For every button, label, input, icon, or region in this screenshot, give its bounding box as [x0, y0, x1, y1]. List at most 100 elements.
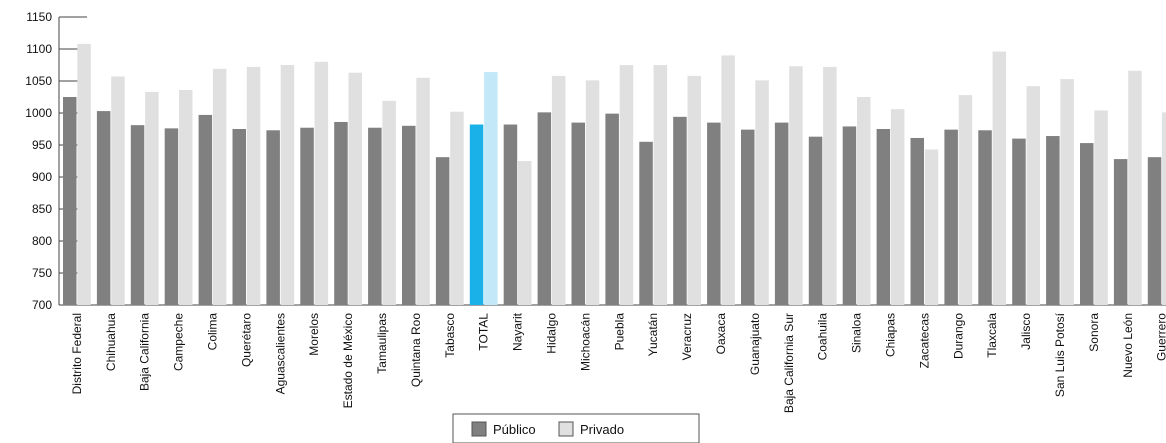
bar-privado [280, 65, 295, 305]
bar-privado [111, 76, 125, 306]
bar-privado [721, 55, 735, 306]
bar-publico [1147, 157, 1162, 305]
bar-privado [382, 100, 396, 305]
bar-privado [857, 97, 871, 305]
bar-privado [484, 72, 498, 305]
x-tick-label: Yucatán [646, 313, 660, 356]
x-tick-label: Oaxaca [714, 313, 728, 355]
x-tick-label: Michoacán [578, 313, 592, 371]
bar-publico [571, 122, 585, 305]
x-tick-label: Querétaro [239, 313, 253, 367]
x-tick-label: Guerrero [1155, 313, 1166, 361]
legend-swatch [558, 421, 574, 437]
bar-privado [77, 43, 91, 305]
x-tick-label: Hidalgo [545, 313, 559, 354]
bar-privado [924, 149, 939, 305]
x-tick-label: Guanajuato [748, 313, 762, 375]
x-tick-label: Durango [951, 313, 965, 359]
bar-privado [1162, 112, 1166, 305]
bar-publico [842, 126, 857, 305]
bar-publico [96, 111, 111, 305]
bar-publico [741, 129, 755, 305]
x-tick-label: Morelos [307, 313, 321, 356]
bar-privado [314, 61, 329, 305]
x-tick-label: Tabasco [443, 313, 457, 358]
bar-privado [179, 89, 193, 306]
x-tick-label: Aguascalientes [273, 313, 287, 394]
bar-publico [605, 113, 619, 305]
bar-publico [334, 121, 348, 306]
bar-privado [551, 75, 566, 305]
bar-publico [503, 124, 518, 306]
bar-privado [789, 66, 803, 305]
x-tick-label: Tlaxcala [985, 313, 999, 358]
bar-privado [619, 65, 634, 305]
bar-publico [266, 130, 280, 305]
y-tick-label: 850 [32, 202, 52, 216]
bar-publico [1113, 159, 1128, 305]
bar-privado [1026, 86, 1040, 306]
bar-publico [435, 157, 450, 305]
bar-publico [232, 129, 246, 305]
y-tick-label: 1050 [25, 74, 52, 88]
y-tick-label: 1000 [25, 106, 52, 120]
bar-privado [1060, 79, 1074, 305]
bar-privado [755, 80, 769, 305]
x-tick-label: Veracruz [680, 313, 694, 360]
bar-publico [910, 137, 924, 305]
x-tick-label: Sonora [1087, 313, 1101, 352]
bar-privado [823, 66, 837, 305]
legend: Público Privado [452, 413, 700, 443]
bar-publico [774, 122, 789, 305]
bar-privado [1094, 110, 1108, 305]
bar-privado [212, 68, 227, 305]
bar-publico [707, 122, 721, 305]
y-tick-label: 700 [32, 298, 52, 312]
y-tick-label: 900 [32, 170, 52, 184]
x-tick-label: Sinaloa [850, 313, 864, 353]
legend-box [452, 413, 700, 443]
x-tick-label: Chihuahua [104, 313, 118, 371]
y-tick-label: 1100 [26, 42, 52, 56]
bar-privado [246, 66, 261, 305]
x-tick-label: TOTAL [477, 313, 491, 351]
bar-privado [348, 72, 362, 306]
x-tick-label: Quintana Roo [409, 313, 423, 387]
bar-publico [537, 112, 552, 305]
bar-publico [808, 136, 823, 305]
x-tick-label: Baja California [138, 313, 152, 391]
x-tick-label: Tamaulipas [375, 313, 389, 374]
bar-privado [687, 75, 701, 305]
y-tick-label: 950 [32, 138, 52, 152]
x-tick-label: Zacatecas [917, 313, 931, 368]
y-tick-label: 750 [32, 266, 52, 280]
bar-publico [469, 124, 484, 306]
bar-privado [145, 91, 159, 305]
bar-publico [876, 129, 891, 305]
bar-privado [585, 80, 600, 305]
legend-item-privado: Privado [558, 421, 624, 437]
bar-publico [1046, 136, 1060, 305]
x-tick-label: Estado de México [341, 313, 355, 409]
bar-publico [300, 127, 314, 305]
legend-swatch [471, 421, 487, 437]
x-tick-label: San Luis Potosí [1053, 312, 1067, 397]
x-tick-label: Jalisco [1019, 313, 1033, 350]
bar-publico [402, 125, 416, 305]
bar-publico [164, 128, 179, 305]
bar-privado [416, 77, 430, 305]
bar-publico [198, 114, 213, 305]
x-tick-label: Baja California Sur [782, 313, 796, 413]
bar-publico [978, 130, 992, 305]
bar-publico [63, 97, 77, 305]
x-tick-label: Chiapas [884, 313, 898, 357]
bar-publico [944, 129, 958, 305]
x-tick-label: Colima [206, 313, 220, 351]
x-tick-label: Campeche [172, 313, 186, 371]
x-tick-label: Puebla [612, 313, 626, 351]
bar-privado [992, 51, 1007, 306]
bar-publico [130, 125, 145, 305]
bar-publico [1080, 143, 1094, 305]
x-tick-label: Nayarit [511, 312, 525, 351]
